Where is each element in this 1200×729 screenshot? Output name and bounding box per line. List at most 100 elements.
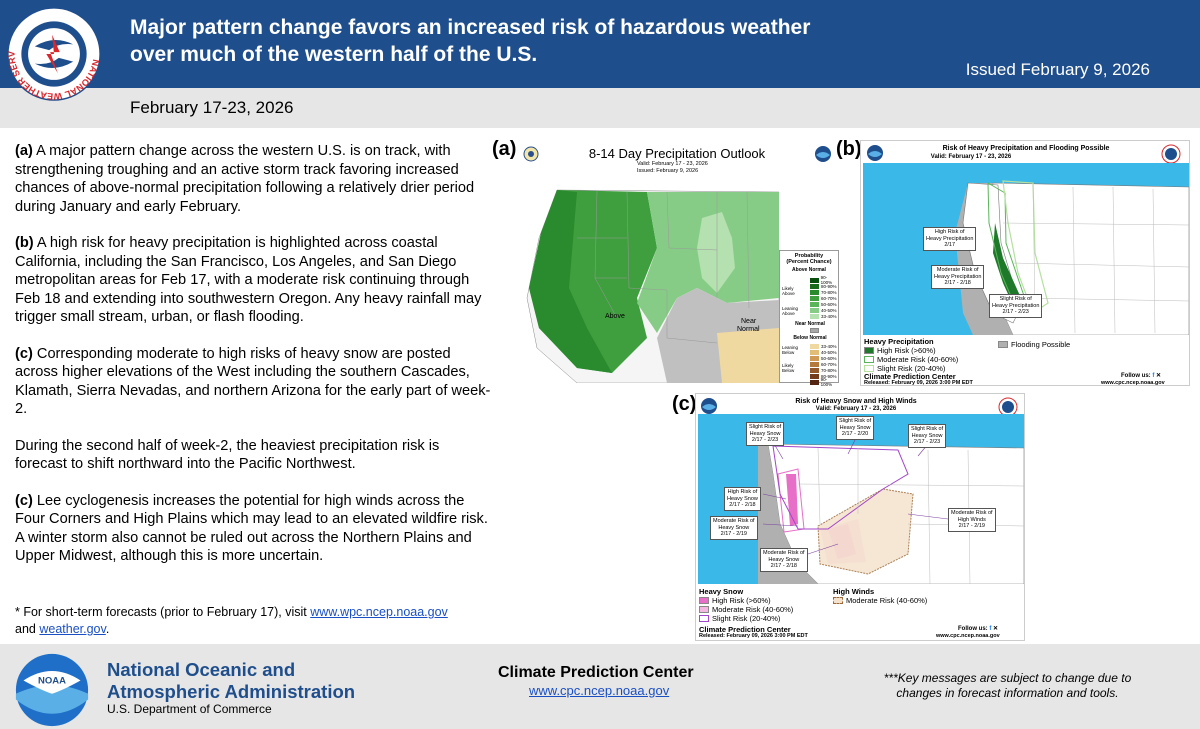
weather-gov-link[interactable]: weather.gov	[39, 622, 106, 636]
precip-annotation-high: High Risk of Heavy Precipitation 2/17	[923, 227, 977, 251]
legend-label: Moderate Risk (40-60%)	[712, 605, 794, 614]
dept-of-commerce: U.S. Department of Commerce	[107, 702, 272, 716]
legend-near-swatch	[810, 328, 819, 333]
wpc-link[interactable]: www.wpc.ncep.noaa.gov	[310, 605, 448, 619]
legend-below-row: 60-70%	[810, 361, 838, 367]
svg-text:NOAA: NOAA	[38, 675, 66, 686]
legend-snow-high-row: High Risk (>60%)	[699, 596, 1019, 605]
legend-swatch	[810, 301, 819, 307]
legend-below-row: 80-90%	[810, 373, 838, 379]
noaa-small-icon	[701, 398, 717, 414]
noaa-name-line: Atmospheric Administration	[107, 681, 356, 702]
legend-swatch	[699, 615, 709, 622]
snow-annotation-5: Moderate Risk of Heavy Snow 2/17 - 2/19	[710, 516, 758, 540]
legend-slight-row: Slight Risk (20-40%)	[864, 364, 1184, 373]
outlook-issued: Issued: February 9, 2026	[637, 168, 699, 174]
legend-label: 70-80%	[821, 367, 837, 373]
legend-label: 33-40%	[821, 313, 837, 319]
message-tag: (c)	[15, 492, 33, 509]
key-messages: (a) A major pattern change across the we…	[15, 142, 495, 584]
precip-map	[863, 163, 1189, 335]
message-week2: During the second half of week-2, the he…	[15, 437, 495, 474]
released-time: Released: February 09, 2026 3:00 PM EDT	[699, 633, 808, 639]
legend-label: 50-60%	[821, 301, 837, 307]
legend-wind-row: Moderate Risk (40-60%)	[833, 596, 927, 605]
x-icon[interactable]: ✕	[993, 626, 999, 632]
follow-label: Follow us:	[1121, 373, 1151, 379]
noaa-name: National Oceanic and Atmospheric Administ…	[107, 659, 355, 703]
outlook-title: 8-14 Day Precipitation Outlook	[588, 146, 766, 161]
legend-swatch	[699, 597, 709, 604]
legend-snow-slight-row: Slight Risk (20-40%)	[699, 614, 1019, 623]
follow-us: Follow us: f ✕	[958, 625, 998, 632]
legend-swatch	[810, 367, 819, 373]
legend-label: 90-100%	[820, 275, 833, 285]
forecast-period: February 17-23, 2026	[130, 98, 294, 117]
cpc-name: Climate Prediction Center	[498, 664, 694, 681]
legend-swatch	[810, 343, 819, 349]
x-icon[interactable]: ✕	[1156, 373, 1162, 379]
cpc-link[interactable]: www.cpc.ncep.noaa.gov	[529, 683, 670, 698]
legend-label: Slight Risk (20-40%)	[712, 614, 781, 623]
message-tag: (a)	[15, 143, 33, 159]
legend-below-rows: 33-40% 40-50% 50-60% 60-70% 70-80% 80-90% 90-1…	[810, 343, 838, 387]
legend-near-title: Near Normal	[795, 321, 825, 327]
legend-label: 60-70%	[821, 295, 837, 301]
legend-above-row: 40-50%	[810, 307, 838, 313]
facebook-icon[interactable]: f	[989, 626, 992, 632]
precip-annotation-moderate: Moderate Risk of Heavy Precipitation 2/17 …	[931, 265, 985, 289]
footnote-text: .	[105, 622, 110, 636]
legend-title: Probability (Percent Chance)	[786, 253, 832, 265]
legend-flood-row: Flooding Possible	[998, 340, 1070, 349]
legend-swatch	[810, 379, 819, 385]
legend-label: 80-90%	[821, 283, 837, 289]
legend-swatch	[810, 349, 819, 355]
legend-swatch	[810, 307, 819, 313]
map-label-near: Near Normal	[737, 318, 760, 333]
snow-annotation-3: Slight Risk of Heavy Snow 2/17 - 2/23	[908, 424, 947, 448]
message-text: Corresponding moderate to high risks of …	[15, 345, 491, 418]
noaa-small-icon	[867, 145, 883, 161]
legend-above-title: Above Normal	[792, 267, 826, 273]
legend-swatch	[810, 355, 819, 361]
legend-label: 40-50%	[821, 307, 837, 313]
nws-small-icon	[998, 397, 1018, 417]
message-b: (b) A high risk for heavy precipitation …	[15, 234, 495, 327]
follow-label: Follow us:	[958, 626, 988, 632]
legend-snow-moderate-row: Moderate Risk (40-60%)	[699, 605, 1019, 614]
footnote: * For short-term forecasts (prior to Feb…	[15, 604, 495, 638]
facebook-icon[interactable]: f	[1152, 373, 1155, 379]
snow-annotation-4: High Risk of Heavy Snow 2/17 - 2/18	[724, 487, 761, 511]
legend-above-row: 90-100%	[810, 275, 838, 285]
legend-label: 40-50%	[821, 349, 837, 355]
cpc-url-small[interactable]: www.cpc.ncep.noaa.gov	[1101, 380, 1165, 386]
panel-b-label: (b)	[836, 138, 862, 160]
nws-logo: NATIONAL WEATHER SERVICE	[6, 6, 101, 102]
noaa-logo: NOAA	[15, 653, 89, 727]
legend-label: 80-90%	[821, 373, 837, 379]
precip-annotation-slight: Slight Risk of Heavy Precipitation 2/17 - …	[989, 294, 1043, 318]
legend-label: Flooding Possible	[1011, 340, 1071, 349]
cpc-footer-title: Climate Prediction Center	[864, 372, 956, 381]
legend-label: Moderate Risk (40-60%)	[877, 355, 959, 364]
legend-below-row: 40-50%	[810, 349, 838, 355]
cpc-url-small[interactable]: www.cpc.ncep.noaa.gov	[936, 633, 1000, 639]
legend-above-row: 60-70%	[810, 295, 838, 301]
legend-swatch	[998, 341, 1008, 348]
legend-label: 50-60%	[821, 355, 837, 361]
message-tag: (b)	[15, 235, 34, 251]
usda-seal-icon	[523, 146, 539, 162]
panel-c-label: (c)	[672, 393, 697, 415]
legend-swatch	[810, 361, 819, 367]
map-label-above: Above	[605, 313, 625, 320]
legend-above-row: 80-90%	[810, 283, 838, 289]
legend-above-rows: 90-100% 80-90% 70-80% 60-70% 50-60% 40-50% 33-…	[810, 275, 838, 319]
legend-title: Heavy Precipitation	[864, 337, 934, 346]
legend-wind-title: High Winds	[833, 587, 875, 596]
panel-a-label: (a)	[492, 138, 517, 160]
cpc-footer-title: Climate Prediction Center	[699, 625, 791, 634]
legend-label: 33-40%	[821, 343, 837, 349]
outlook-valid: Valid: February 17 - 23, 2026	[637, 161, 708, 167]
legend-high-row: High Risk (>60%)	[864, 346, 1184, 355]
